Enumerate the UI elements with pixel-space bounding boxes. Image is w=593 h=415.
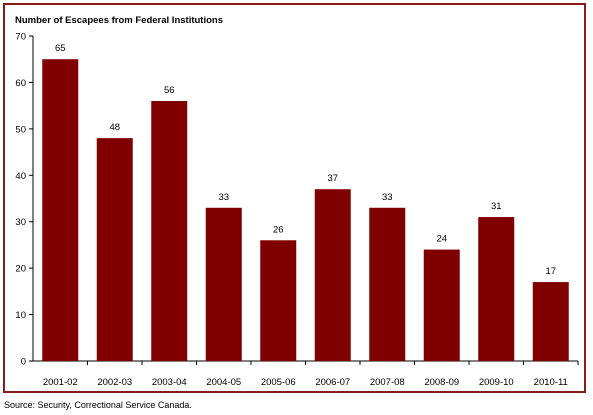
data-label: 26 [273, 224, 284, 235]
bar [151, 101, 188, 361]
bar [423, 249, 460, 361]
bar [314, 189, 351, 361]
bar [260, 240, 297, 361]
chart-title: Number of Escapees from Federal Institut… [15, 15, 223, 26]
data-label: 24 [436, 234, 447, 245]
bar [205, 207, 242, 361]
data-label: 31 [491, 201, 502, 212]
chart-labels: 0 10 20 30 40 50 60 70 65 2001-02 48 2002-03 56 2003-… [15, 32, 567, 389]
data-label: 33 [218, 192, 229, 203]
x-tick-label: 2009-10 [479, 377, 514, 388]
chart-bars [42, 59, 569, 361]
bar [369, 207, 406, 361]
x-tick-label: 2006-07 [315, 377, 350, 388]
y-tick-label: 50 [15, 124, 26, 135]
data-label: 37 [327, 173, 338, 184]
x-tick-label: 2010-11 [534, 377, 568, 388]
source-note: Source: Security, Correctional Service C… [4, 400, 192, 410]
y-tick-label: 10 [15, 310, 26, 321]
y-tick-label: 70 [15, 32, 26, 43]
y-tick-label: 0 [21, 357, 26, 368]
x-tick-label: 2004-05 [206, 377, 241, 388]
x-tick-label: 2008-09 [424, 377, 459, 388]
bar [532, 282, 569, 361]
x-tick-label: 2007-08 [370, 377, 405, 388]
data-label: 65 [55, 43, 66, 54]
bar [96, 138, 133, 361]
data-label: 33 [382, 192, 393, 203]
y-tick-label: 30 [15, 217, 26, 228]
y-tick-label: 60 [15, 78, 26, 89]
bar [42, 59, 79, 361]
x-tick-label: 2003-04 [152, 377, 187, 388]
bar [478, 217, 515, 361]
data-label: 56 [164, 85, 175, 96]
x-tick-label: 2001-02 [43, 377, 78, 388]
y-tick-label: 20 [15, 264, 26, 275]
data-label: 48 [109, 122, 120, 133]
data-label: 17 [545, 266, 556, 277]
x-tick-label: 2005-06 [261, 377, 296, 388]
y-tick-label: 40 [15, 171, 26, 182]
x-tick-label: 2002-03 [97, 377, 132, 388]
